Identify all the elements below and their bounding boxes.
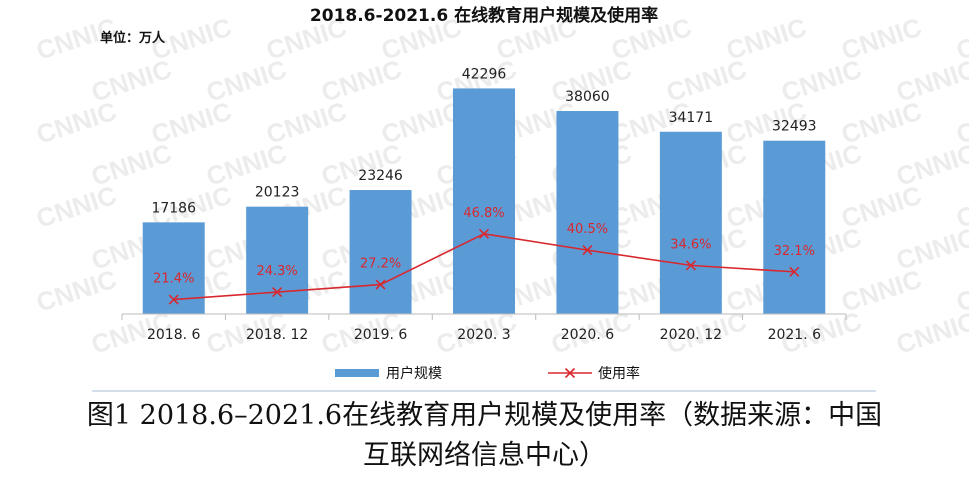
x-axis-tick-labels: 2018. 6 2018. 12 2019. 6 2020. 3 2020. 6 2020… xyxy=(147,327,821,343)
rate-value-label-6: 32.1% xyxy=(774,244,815,259)
rate-marker-stroke-b xyxy=(272,286,283,298)
rate-line-series xyxy=(168,228,800,305)
rate-labels: 21.4% 24.3% 27.2% 46.8% 40.5% 34.6% 32.1% xyxy=(153,206,815,287)
caption-line-1: 图1 2018.6–2021.6在线教育用户规模及使用率（数据来源：中国 xyxy=(86,400,883,431)
rate-value-label-3: 46.8% xyxy=(463,206,504,221)
rate-marker-3 xyxy=(478,228,490,239)
rate-value-label-5: 34.6% xyxy=(670,237,711,252)
rate-value-label-1: 24.3% xyxy=(256,264,297,279)
legend: 用户规模 使用率 xyxy=(335,365,640,382)
bar-1 xyxy=(246,206,309,314)
rate-marker-stroke-b xyxy=(789,266,800,277)
bar-4 xyxy=(556,111,619,314)
chart: CNNIC CNNIC CNNIC CNNIC CNNIC CNNIC CNNIC CNNIC… xyxy=(33,5,969,392)
x-tick-label-2: 2019. 6 xyxy=(354,327,408,343)
unit-label: 单位：万人 xyxy=(100,30,166,46)
rate-marker-stroke-b xyxy=(685,260,696,271)
bar-value-label-3: 42296 xyxy=(462,66,507,82)
bar-3 xyxy=(453,88,515,315)
bar-value-label-1: 20123 xyxy=(255,185,300,201)
legend-marker-stroke-b xyxy=(564,367,576,379)
x-tick-label-0: 2018. 6 xyxy=(147,327,201,343)
x-tick-label-3: 2020. 3 xyxy=(457,327,510,343)
rate-marker-5 xyxy=(685,260,696,271)
bar-series xyxy=(142,88,826,315)
figure-caption: 图1 2018.6–2021.6在线教育用户规模及使用率（数据来源：中国 互联网… xyxy=(0,396,969,476)
bar-value-label-4: 38060 xyxy=(565,89,610,105)
x-tick-label-5: 2020. 12 xyxy=(660,327,722,343)
x-tick-label-1: 2018. 12 xyxy=(246,327,308,343)
rate-marker-stroke-b xyxy=(582,245,593,256)
watermark-text: CNNIC xyxy=(893,306,969,360)
rate-marker-1 xyxy=(272,286,283,298)
legend-line-marker xyxy=(564,367,576,379)
caption-line-2: 互联网络信息中心） xyxy=(363,440,606,471)
bar-5 xyxy=(659,131,722,314)
chart-title: 2018.6-2021.6 在线教育用户规模及使用率 xyxy=(310,5,658,26)
bar-6 xyxy=(763,140,826,314)
legend-bar-label: 用户规模 xyxy=(386,365,442,382)
rate-marker-stroke-b xyxy=(375,279,386,290)
bar-value-label-0: 17186 xyxy=(151,200,196,216)
rate-marker-stroke-b xyxy=(478,228,490,239)
legend-bar-swatch xyxy=(335,369,379,377)
rate-value-label-2: 27.2% xyxy=(360,257,401,272)
rate-value-label-0: 21.4% xyxy=(153,272,194,287)
bar-value-label-5: 34171 xyxy=(669,110,714,126)
x-tick-label-6: 2021. 6 xyxy=(768,327,822,343)
rate-marker-stroke-b xyxy=(168,294,179,305)
rate-marker-6 xyxy=(789,266,800,277)
bar-value-label-2: 23246 xyxy=(358,168,403,184)
bar-value-label-6: 32493 xyxy=(772,119,817,135)
rate-value-label-4: 40.5% xyxy=(567,222,608,237)
watermark-text: CNNIC xyxy=(33,96,121,150)
watermark-text: CNNIC xyxy=(33,180,121,234)
watermark-text: CNNIC xyxy=(33,264,121,318)
rate-marker-4 xyxy=(582,245,593,256)
legend-line-label: 使用率 xyxy=(598,365,640,382)
x-axis-ticks xyxy=(121,314,847,320)
bar-2 xyxy=(349,190,412,314)
rate-marker-0 xyxy=(168,294,179,305)
x-tick-label-4: 2020. 6 xyxy=(561,327,615,343)
rate-marker-2 xyxy=(375,279,386,290)
bar-labels: 17186 20123 23246 42296 38060 34171 32493 xyxy=(151,66,816,216)
